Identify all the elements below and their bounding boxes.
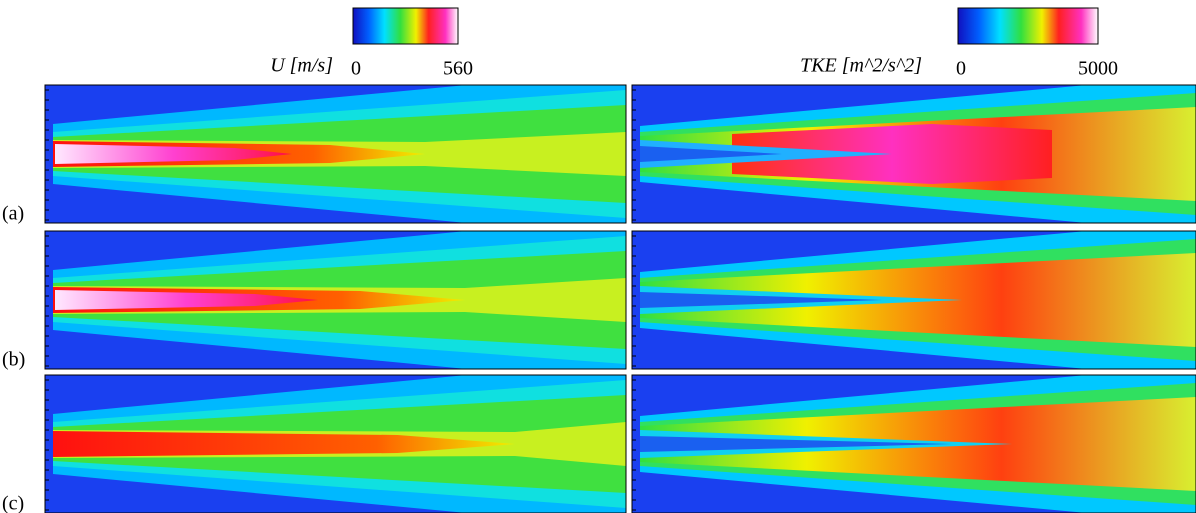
colorbar-label: U [m/s] xyxy=(270,55,333,77)
tke-panel xyxy=(632,221,1196,379)
contours xyxy=(632,75,1196,233)
velocity-panel xyxy=(45,216,626,384)
panel-label: (a) xyxy=(2,203,24,225)
contours xyxy=(632,365,1196,513)
contours xyxy=(45,360,626,513)
tke-panel xyxy=(632,75,1196,233)
contours xyxy=(632,221,1196,379)
panel-label: (c) xyxy=(2,493,24,513)
figure: U [m/s] 0 560 TKE [m^2/s^2] 0 5000 (a) (b… xyxy=(0,0,1196,513)
tke-panel xyxy=(632,365,1196,513)
velocity-panel xyxy=(45,70,626,238)
contours xyxy=(45,70,626,238)
velocity-panel xyxy=(45,360,626,513)
colorbar-max: 5000 xyxy=(1078,58,1118,80)
colorbar-max: 560 xyxy=(443,58,473,80)
panels xyxy=(45,70,1196,513)
contours xyxy=(45,216,626,384)
colorbar xyxy=(353,8,458,44)
colorbar xyxy=(958,8,1098,44)
colorbar-label: TKE [m^2/s^2] xyxy=(800,55,922,77)
panel-label: (b) xyxy=(2,349,25,371)
colorbar-min: 0 xyxy=(351,58,361,80)
colorbar-min: 0 xyxy=(956,58,966,80)
